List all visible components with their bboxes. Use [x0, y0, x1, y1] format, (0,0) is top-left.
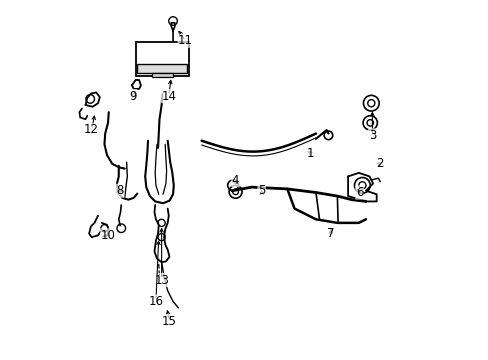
Text: 7: 7 [326, 227, 334, 240]
Bar [135, 42, 189, 76]
Text: 14: 14 [161, 90, 176, 103]
Text: 15: 15 [162, 315, 177, 328]
Text: 10: 10 [101, 229, 115, 242]
Text: 16: 16 [148, 295, 163, 308]
Text: 13: 13 [154, 274, 169, 287]
Text: 12: 12 [84, 123, 99, 136]
Text: 11: 11 [178, 34, 193, 47]
Text: 3: 3 [368, 129, 375, 142]
Text: 4: 4 [231, 174, 239, 186]
Text: 1: 1 [306, 147, 314, 160]
Text: 5: 5 [258, 184, 265, 197]
Text: 2: 2 [375, 157, 383, 170]
Bar [137, 64, 187, 73]
Text: 9: 9 [129, 90, 137, 103]
Text: 6: 6 [355, 186, 363, 199]
Text: 8: 8 [116, 184, 123, 197]
Bar [151, 73, 173, 77]
